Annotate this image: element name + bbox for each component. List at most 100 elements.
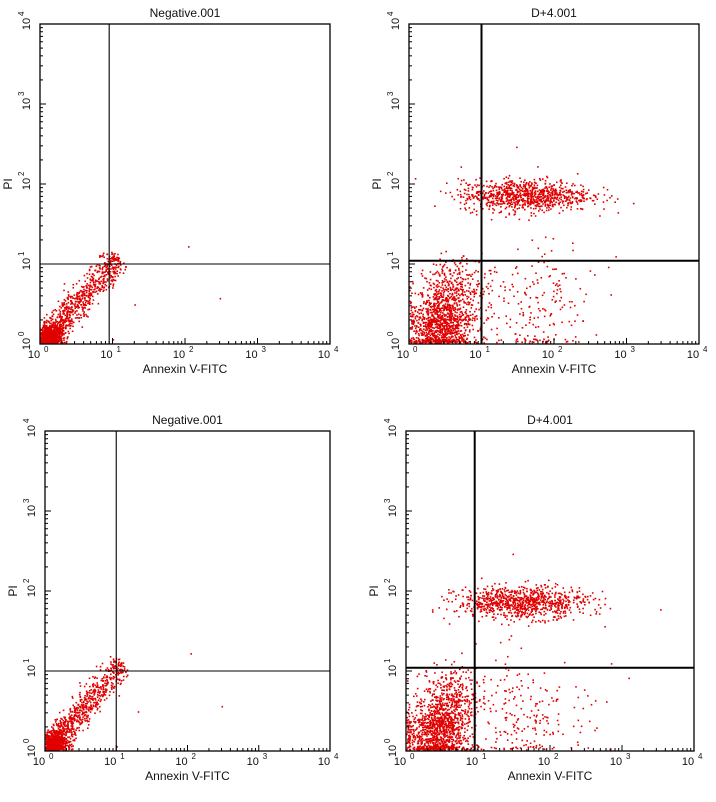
event-point xyxy=(429,316,431,319)
event-point xyxy=(72,728,74,730)
event-point xyxy=(109,258,112,260)
event-point xyxy=(52,321,54,324)
event-point xyxy=(492,201,495,203)
event-point xyxy=(463,332,466,334)
event-point xyxy=(112,691,115,694)
event-point xyxy=(100,699,102,701)
event-point xyxy=(435,294,438,297)
event-point xyxy=(464,189,467,191)
event-point xyxy=(411,280,414,283)
event-point xyxy=(446,321,449,324)
event-point xyxy=(105,281,107,283)
event-point xyxy=(512,185,515,187)
event-point xyxy=(75,734,77,736)
event-point xyxy=(607,266,610,269)
event-point xyxy=(73,719,76,722)
event-point xyxy=(84,280,86,283)
event-point xyxy=(459,311,462,313)
event-point xyxy=(75,715,78,717)
event-point xyxy=(463,291,466,293)
event-point xyxy=(103,271,105,274)
event-point xyxy=(86,272,88,275)
event-point xyxy=(82,704,85,706)
event-point xyxy=(119,264,122,266)
event-point xyxy=(411,321,413,323)
event-point xyxy=(546,176,549,179)
event-point xyxy=(109,261,112,263)
event-point xyxy=(468,319,471,321)
event-point xyxy=(84,303,87,305)
event-point xyxy=(453,279,456,282)
event-point xyxy=(432,329,434,332)
event-point xyxy=(440,319,442,322)
event-point xyxy=(85,690,88,693)
event-point xyxy=(92,705,95,707)
event-point xyxy=(472,299,474,302)
event-point xyxy=(522,312,524,314)
event-point xyxy=(564,338,567,341)
event-point xyxy=(68,716,71,719)
event-point xyxy=(441,307,444,309)
event-point xyxy=(461,333,464,336)
event-point xyxy=(494,197,497,199)
event-point xyxy=(440,322,442,325)
event-point xyxy=(51,324,53,326)
event-point xyxy=(589,270,592,272)
event-point xyxy=(550,313,553,315)
event-point xyxy=(440,336,443,339)
event-point xyxy=(57,730,59,733)
event-point xyxy=(103,281,106,283)
event-point xyxy=(72,287,75,289)
event-point xyxy=(88,706,90,709)
event-point xyxy=(47,320,49,322)
event-point xyxy=(42,336,45,339)
event-point xyxy=(451,275,454,277)
event-point xyxy=(495,182,497,185)
event-point xyxy=(542,188,545,191)
event-point xyxy=(557,285,559,287)
event-point xyxy=(475,308,477,310)
event-point xyxy=(118,672,121,675)
event-point xyxy=(544,203,547,206)
event-point xyxy=(117,664,120,666)
event-point xyxy=(571,190,573,193)
event-point xyxy=(68,310,71,313)
event-point xyxy=(431,342,433,344)
event-point xyxy=(490,194,492,196)
event-point xyxy=(477,330,479,332)
event-point xyxy=(452,318,455,320)
event-point xyxy=(448,306,451,308)
event-point xyxy=(492,194,494,196)
event-point xyxy=(455,287,458,289)
event-point xyxy=(489,185,492,187)
event-point xyxy=(561,202,564,204)
event-point xyxy=(64,341,66,344)
event-point xyxy=(458,324,461,327)
event-point xyxy=(449,280,451,283)
event-point xyxy=(462,255,465,257)
event-point xyxy=(454,292,456,294)
event-point xyxy=(48,327,50,330)
event-point xyxy=(538,189,541,191)
event-point xyxy=(487,282,490,285)
event-point xyxy=(465,309,468,311)
event-point xyxy=(523,184,525,186)
event-point xyxy=(69,711,72,713)
event-point xyxy=(100,679,103,682)
event-point xyxy=(498,198,500,200)
event-point xyxy=(533,195,536,197)
event-point xyxy=(537,194,540,196)
event-point xyxy=(446,332,448,334)
event-point xyxy=(432,308,434,311)
event-point xyxy=(115,264,118,266)
event-point xyxy=(92,704,95,707)
event-point xyxy=(473,293,476,296)
event-point xyxy=(464,339,466,342)
event-point xyxy=(555,300,557,302)
event-point xyxy=(531,265,533,267)
event-point xyxy=(81,721,84,724)
event-point xyxy=(534,215,537,217)
event-point xyxy=(72,325,74,328)
event-point xyxy=(107,271,109,273)
event-point xyxy=(421,295,424,297)
